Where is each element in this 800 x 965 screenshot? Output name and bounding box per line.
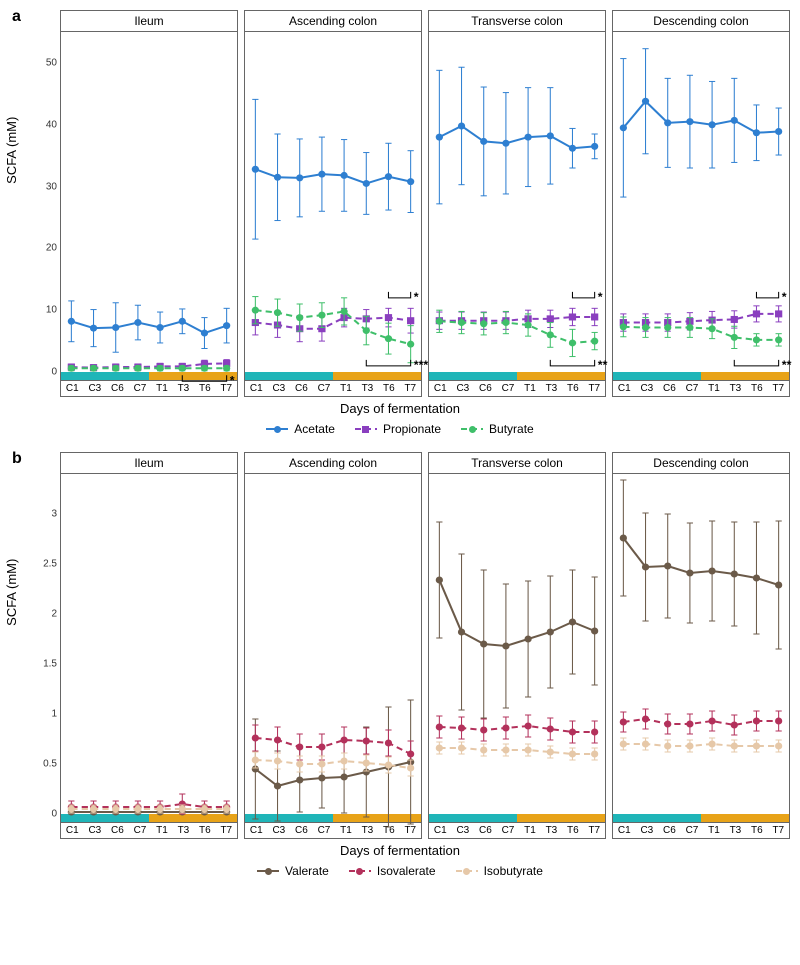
- row-b: b SCFA (mM) Ileum00.511.522.53C1C3C6C7T1…: [10, 452, 790, 839]
- panel-row_b-3: Descending colon C1C3C6C7T1T3T6T7: [612, 452, 790, 839]
- legend-label: Propionate: [383, 422, 441, 436]
- legend-item: Valerate: [257, 864, 329, 878]
- plot-svg: [61, 474, 237, 814]
- y-tick: 50: [46, 57, 61, 68]
- y-tick: 0: [51, 809, 61, 820]
- phase-bar: [61, 372, 237, 380]
- phase-bar: [61, 814, 237, 822]
- plot-svg: [245, 474, 421, 814]
- plot-area: ***: [429, 32, 605, 372]
- row-a: a SCFA (mM) Ileum01020304050*C1C3C6C7T1T…: [10, 10, 790, 397]
- y-tick: 30: [46, 181, 61, 192]
- legend-item: Acetate: [266, 422, 335, 436]
- x-tick-labels: C1C3C6C7T1T3T6T7: [613, 380, 789, 396]
- legend-label: Isobutyrate: [484, 864, 543, 878]
- significance-marker: *: [598, 290, 603, 304]
- y-tick: 0: [51, 367, 61, 378]
- x-tick-labels: C1C3C6C7T1T3T6T7: [245, 822, 421, 838]
- legend-item: Propionate: [355, 422, 441, 436]
- y-axis-title-b: SCFA (mM): [4, 558, 19, 625]
- phase-bar: [429, 814, 605, 822]
- x-tick-labels: C1C3C6C7T1T3T6T7: [245, 380, 421, 396]
- y-tick: 1.5: [43, 659, 61, 670]
- x-tick-labels: C1C3C6C7T1T3T6T7: [613, 822, 789, 838]
- figure: a SCFA (mM) Ileum01020304050*C1C3C6C7T1T…: [10, 10, 790, 878]
- significance-marker: *: [230, 373, 235, 387]
- significance-marker: ***: [414, 358, 429, 372]
- y-tick: 3: [51, 509, 61, 520]
- panel-row_b-1: Ascending colon C1C3C6C7T1T3T6T7: [244, 452, 422, 839]
- x-tick-labels: C1C3C6C7T1T3T6T7: [61, 380, 237, 396]
- plot-area: [245, 474, 421, 814]
- panel-title: Ascending colon: [245, 453, 421, 474]
- legend-item: Isovalerate: [349, 864, 436, 878]
- plot-area: ***: [613, 32, 789, 372]
- panels-a: Ileum01020304050*C1C3C6C7T1T3T6T7Ascendi…: [60, 10, 790, 397]
- plot-svg: ***: [429, 32, 605, 372]
- x-tick-labels: C1C3C6C7T1T3T6T7: [429, 380, 605, 396]
- y-tick: 0.5: [43, 759, 61, 770]
- panel-row_a-0: Ileum01020304050* C1C3C6C7T1T3T6T7: [60, 10, 238, 397]
- panel-title: Descending colon: [613, 453, 789, 474]
- x-tick-labels: C1C3C6C7T1T3T6T7: [429, 822, 605, 838]
- plot-area: 00.511.522.53: [61, 474, 237, 814]
- panel-title: Transverse colon: [429, 453, 605, 474]
- significance-marker: *: [414, 290, 419, 304]
- significance-marker: **: [598, 358, 608, 372]
- legend-label: Acetate: [294, 422, 335, 436]
- legend-item: Butyrate: [461, 422, 534, 436]
- plot-svg: [429, 474, 605, 814]
- plot-svg: ****: [245, 32, 421, 372]
- plot-area: 01020304050*: [61, 32, 237, 372]
- y-axis-title-a: SCFA (mM): [4, 116, 19, 183]
- significance-marker: **: [782, 358, 792, 372]
- y-tick: 40: [46, 119, 61, 130]
- plot-svg: *: [61, 32, 237, 372]
- phase-bar: [245, 372, 421, 380]
- y-tick: 1: [51, 709, 61, 720]
- plot-area: [613, 474, 789, 814]
- y-tick: 10: [46, 305, 61, 316]
- panel-row_b-2: Transverse colon C1C3C6C7T1T3T6T7: [428, 452, 606, 839]
- phase-bar: [245, 814, 421, 822]
- y-tick: 2.5: [43, 559, 61, 570]
- panel-title: Ileum: [61, 11, 237, 32]
- x-axis-title-b: Days of fermentation: [10, 843, 790, 858]
- plot-svg: [613, 474, 789, 814]
- y-tick: 20: [46, 243, 61, 254]
- significance-marker: *: [782, 290, 787, 304]
- legend-label: Valerate: [285, 864, 329, 878]
- panel-title: Transverse colon: [429, 11, 605, 32]
- legend-label: Butyrate: [489, 422, 534, 436]
- legend-a: Acetate Propionate Butyrate: [10, 422, 790, 436]
- legend-b: Valerate Isovalerate Isobutyrate: [10, 864, 790, 878]
- panel-row_a-1: Ascending colon**** C1C3C6C7T1T3T6T7: [244, 10, 422, 397]
- phase-bar: [613, 372, 789, 380]
- panel-title: Ileum: [61, 453, 237, 474]
- panel-row_a-2: Transverse colon***C1C3C6C7T1T3T6T7: [428, 10, 606, 397]
- panel-row_a-3: Descending colon***C1C3C6C7T1T3T6T7: [612, 10, 790, 397]
- plot-svg: ***: [613, 32, 789, 372]
- y-tick: 2: [51, 609, 61, 620]
- panel-title: Ascending colon: [245, 11, 421, 32]
- x-tick-labels: C1C3C6C7T1T3T6T7: [61, 822, 237, 838]
- phase-bar: [429, 372, 605, 380]
- legend-item: Isobutyrate: [456, 864, 543, 878]
- legend-label: Isovalerate: [377, 864, 436, 878]
- panels-b: Ileum00.511.522.53C1C3C6C7T1T3T6T7Ascend…: [60, 452, 790, 839]
- panel-row_b-0: Ileum00.511.522.53 C1C3C6C7T1T3T6T7: [60, 452, 238, 839]
- plot-area: [429, 474, 605, 814]
- phase-bar: [613, 814, 789, 822]
- x-axis-title-a: Days of fermentation: [10, 401, 790, 416]
- plot-area: ****: [245, 32, 421, 372]
- panel-title: Descending colon: [613, 11, 789, 32]
